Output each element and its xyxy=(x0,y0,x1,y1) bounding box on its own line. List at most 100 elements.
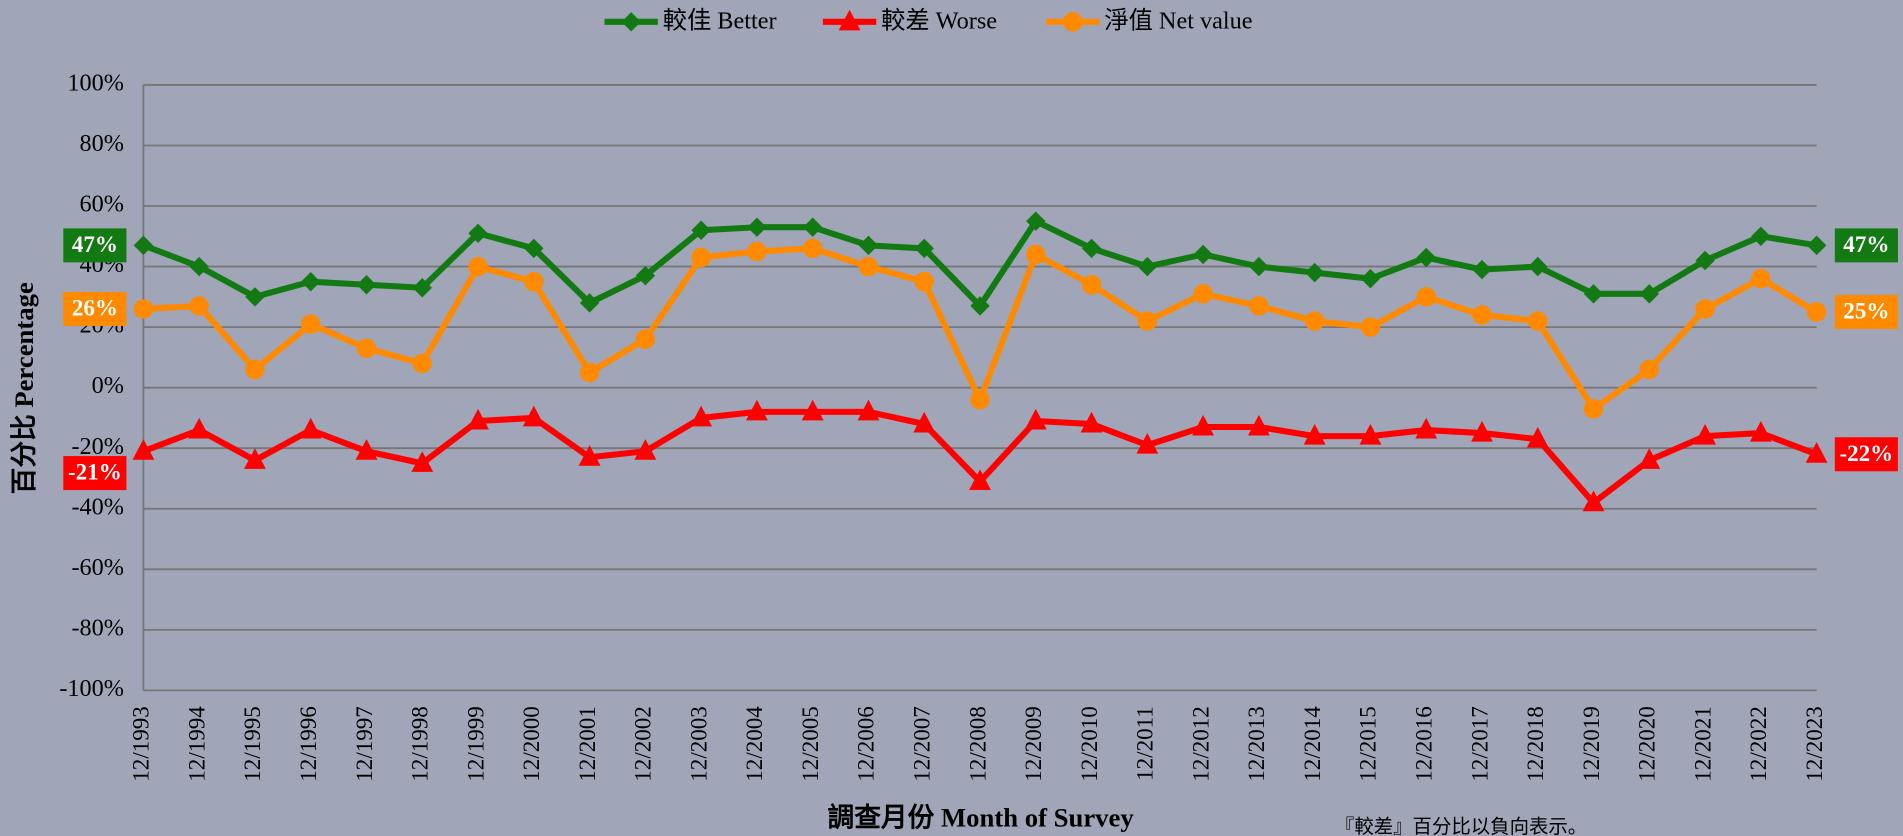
marker xyxy=(1805,442,1828,463)
x-tick-label: 12/2018 xyxy=(1522,706,1548,782)
value-label: 26% xyxy=(72,294,118,320)
marker xyxy=(1081,238,1102,259)
marker xyxy=(133,299,154,319)
marker xyxy=(1247,414,1270,436)
x-tick-label: 12/2001 xyxy=(574,706,600,782)
marker xyxy=(1026,211,1046,231)
x-tick-label: 12/1998 xyxy=(407,706,433,782)
marker xyxy=(1528,256,1548,277)
y-tick-label: 80% xyxy=(80,130,124,157)
marker xyxy=(1471,420,1493,442)
marker xyxy=(1583,284,1604,304)
marker xyxy=(1193,244,1213,265)
marker xyxy=(1024,408,1047,430)
marker xyxy=(579,362,600,383)
marker xyxy=(356,275,377,295)
marker xyxy=(969,469,991,491)
x-tick-label: 12/2005 xyxy=(797,706,823,782)
marker xyxy=(1583,399,1604,419)
line xyxy=(142,218,1818,309)
marker xyxy=(412,278,432,298)
legend-label: 較差 Worse xyxy=(881,8,997,35)
marker xyxy=(578,445,601,466)
marker xyxy=(1416,247,1436,268)
x-tick-label: 12/1993 xyxy=(128,706,154,782)
marker xyxy=(524,272,544,292)
marker xyxy=(1528,311,1548,331)
x-tick-label: 12/2014 xyxy=(1299,706,1325,782)
marker xyxy=(1582,490,1605,512)
x-tick-label: 12/2020 xyxy=(1634,706,1660,782)
x-tick-label: 12/1994 xyxy=(183,706,209,782)
x-tick-label: 12/2021 xyxy=(1689,706,1715,782)
y-axis-title: 百分比 Percentage xyxy=(9,282,39,494)
x-tick-label: 12/2019 xyxy=(1578,706,1604,782)
marker xyxy=(133,235,154,256)
marker xyxy=(1751,226,1771,247)
marker xyxy=(467,408,489,430)
marker xyxy=(1304,262,1325,283)
marker xyxy=(1806,302,1827,322)
marker xyxy=(524,238,544,259)
y-tick-label: -60% xyxy=(71,554,124,581)
marker xyxy=(1749,420,1772,442)
marker xyxy=(634,439,657,460)
value-label-box xyxy=(63,456,127,491)
marker xyxy=(1080,411,1103,433)
marker xyxy=(356,338,377,359)
x-tick-label: 12/2002 xyxy=(630,706,656,782)
x-tick-label: 12/2013 xyxy=(1243,706,1269,782)
marker xyxy=(244,448,266,469)
note: 『較差』百分比以負向表示。 xyxy=(1335,816,1587,836)
value-label: -21% xyxy=(68,459,122,485)
x-tick-label: 12/2017 xyxy=(1466,706,1492,782)
value-label: 47% xyxy=(72,231,118,257)
marker xyxy=(747,241,767,262)
marker xyxy=(132,439,155,460)
x-tick-label: 12/2015 xyxy=(1355,706,1381,782)
y-tick-label: 100% xyxy=(67,69,124,96)
x-axis-title: 調查月份 Month of Survey xyxy=(828,802,1135,832)
marker xyxy=(1359,423,1382,445)
marker xyxy=(468,256,488,277)
legend-marker xyxy=(838,9,861,31)
x-tick-label: 12/2022 xyxy=(1745,706,1771,782)
marker xyxy=(970,390,990,410)
y-tick-label: -40% xyxy=(71,493,124,520)
marker xyxy=(635,329,656,349)
x-tick-label: 12/2012 xyxy=(1187,706,1213,782)
marker xyxy=(635,265,656,286)
legend-label: 淨值 Net value xyxy=(1104,8,1252,35)
marker xyxy=(1416,287,1436,307)
marker xyxy=(299,417,322,439)
marker xyxy=(1249,296,1269,316)
marker xyxy=(1360,268,1381,289)
marker xyxy=(1695,299,1715,319)
x-tick-label: 12/2008 xyxy=(964,706,990,782)
y-tick-label: -20% xyxy=(71,433,124,460)
marker xyxy=(301,272,321,292)
marker xyxy=(522,405,545,427)
marker xyxy=(1137,256,1158,277)
marker xyxy=(245,287,265,307)
marker xyxy=(1192,414,1215,436)
marker xyxy=(801,399,824,421)
legend-label: 較佳 Better xyxy=(663,8,777,35)
marker xyxy=(1526,426,1549,448)
marker xyxy=(858,235,879,256)
value-label: 47% xyxy=(1843,231,1889,257)
value-label: 25% xyxy=(1843,297,1889,323)
value-label-box xyxy=(1834,437,1898,472)
x-tick-label: 12/2009 xyxy=(1020,706,1046,782)
marker xyxy=(1806,235,1827,256)
marker xyxy=(189,296,209,316)
x-tick-label: 12/2016 xyxy=(1411,706,1437,782)
marker xyxy=(1639,359,1660,380)
marker xyxy=(1472,259,1492,280)
legend-marker xyxy=(1063,12,1083,32)
marker xyxy=(1694,423,1716,445)
marker xyxy=(1303,423,1326,445)
line xyxy=(143,245,1819,412)
